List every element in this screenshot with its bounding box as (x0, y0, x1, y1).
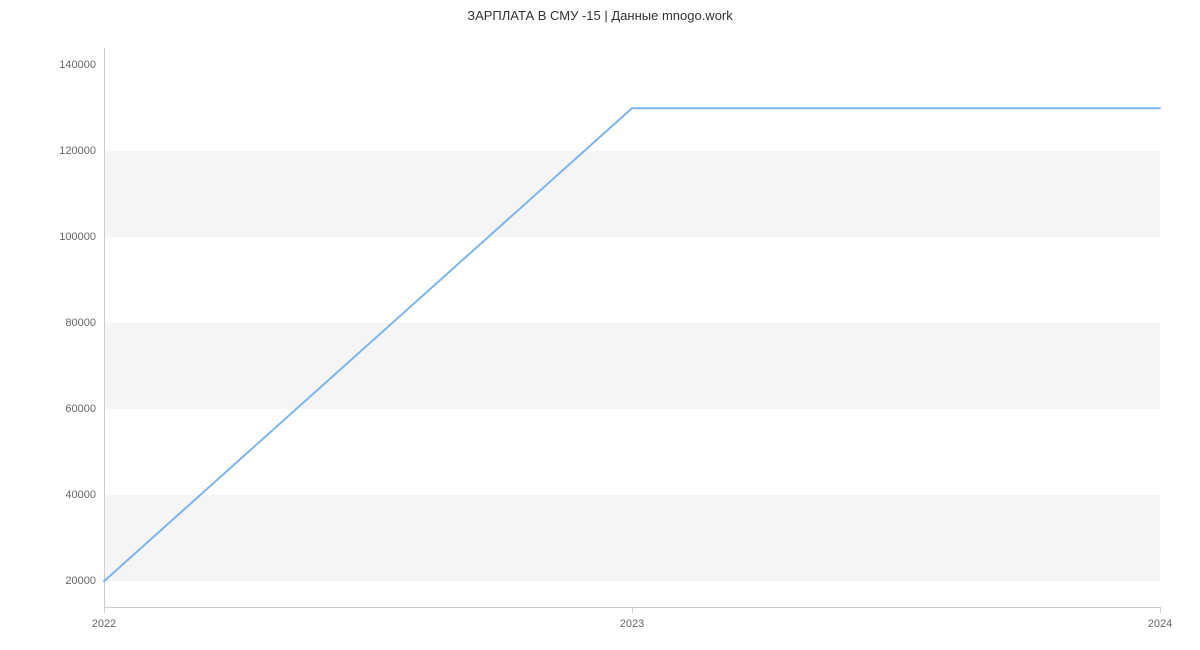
chart-container: { "chart": { "type": "line", "title": "З… (0, 0, 1200, 650)
x-tick-label: 2022 (92, 618, 116, 630)
x-tick-mark (1160, 607, 1161, 613)
series-line (104, 108, 1160, 581)
x-tick-mark (632, 607, 633, 613)
y-tick-label: 40000 (65, 489, 96, 501)
y-tick-label: 120000 (59, 145, 96, 157)
y-tick-label: 20000 (65, 575, 96, 587)
x-tick-label: 2023 (620, 618, 644, 630)
line-layer (104, 48, 1160, 607)
plot-area (104, 48, 1160, 607)
x-tick-mark (104, 607, 105, 613)
x-tick-label: 2024 (1148, 618, 1172, 630)
y-tick-label: 140000 (59, 59, 96, 71)
y-tick-label: 100000 (59, 231, 96, 243)
chart-title: ЗАРПЛАТА В СМУ -15 | Данные mnogo.work (0, 8, 1200, 23)
y-tick-label: 80000 (65, 317, 96, 329)
y-tick-label: 60000 (65, 403, 96, 415)
